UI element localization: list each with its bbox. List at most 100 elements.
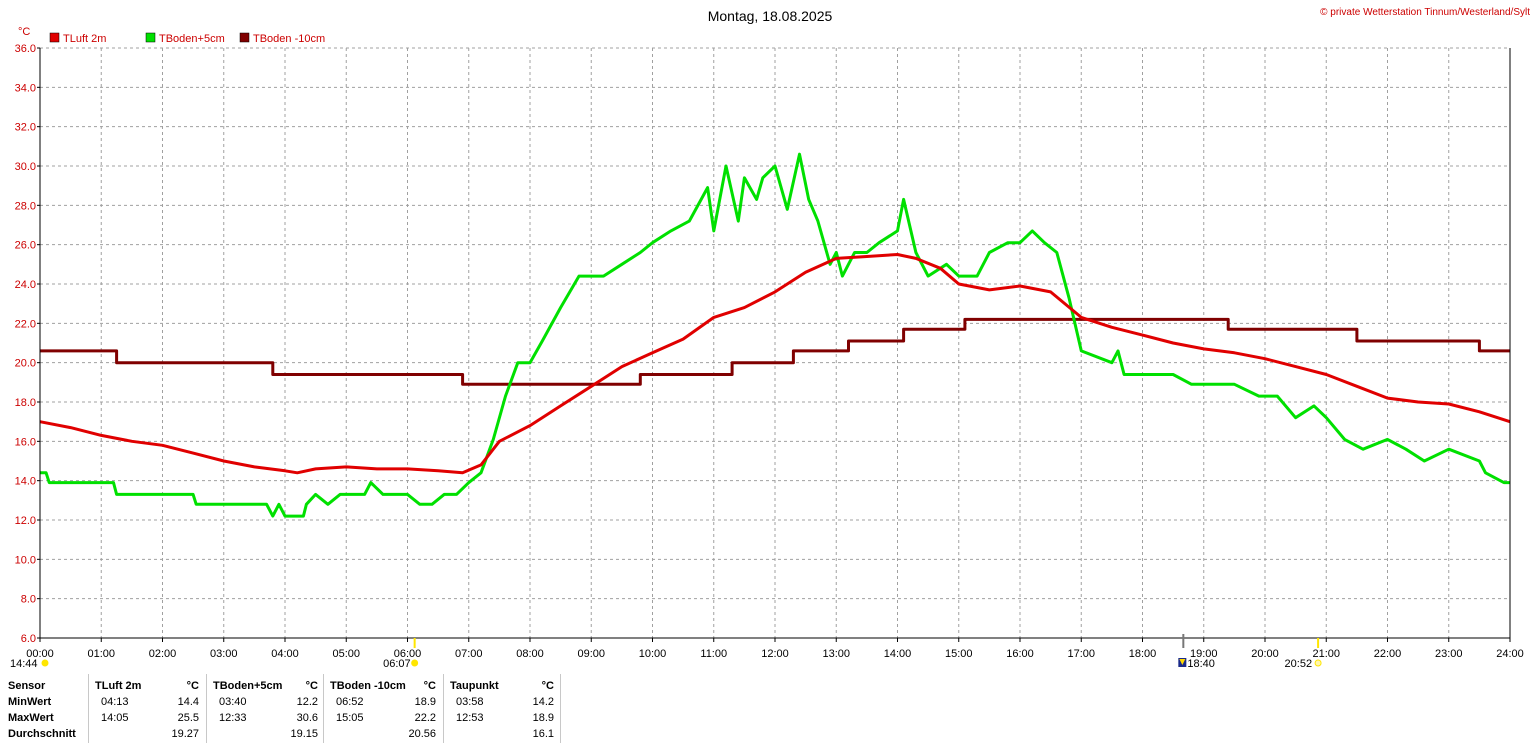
y-tick-label: 16.0: [15, 436, 36, 448]
current-time-label: 18:40: [1187, 658, 1215, 670]
x-tick-label: 16:00: [1006, 648, 1034, 660]
x-tick-label: 18:00: [1129, 648, 1157, 660]
stats-value: 30.6: [296, 712, 318, 724]
sunrise-icon: [411, 659, 419, 667]
y-tick-label: 34.0: [15, 82, 36, 94]
legend: TLuft 2m TBoden+5cm TBoden -10cm: [49, 32, 325, 45]
legend-swatch-tboden5: [145, 32, 156, 43]
y-tick-label: 22.0: [15, 318, 36, 330]
statistics-table: Sensor MinWert MaxWert Durchschnitt TLuf…: [0, 674, 561, 743]
x-tick-label: 24:00: [1496, 648, 1524, 660]
stats-column-tboden5: TBoden+5cm °C 03:40 12.2 12:33 30.6 19.1…: [206, 674, 324, 743]
series-line-tboden-10cm: [40, 317, 1510, 386]
axes: 6.0 8.0 10.0 12.0 14.0 16.0 18.0 20.0 22.0 24.0 26…: [15, 43, 1524, 660]
stats-value: 20.56: [408, 728, 436, 740]
stats-value: 22.2: [414, 712, 436, 724]
stats-header-sensor: Sensor: [8, 680, 46, 692]
x-tick-label: 08:00: [516, 648, 544, 660]
x-tick-label: 21:00: [1312, 648, 1340, 660]
y-tick-label: 36.0: [15, 43, 36, 55]
sunset-icon: [1314, 659, 1322, 667]
y-tick-label: 14.0: [15, 476, 36, 488]
stats-header-unit: °C: [305, 680, 318, 692]
y-tick-label: 10.0: [15, 554, 36, 566]
x-tick-label: 17:00: [1067, 648, 1095, 660]
x-tick-label: 22:00: [1374, 648, 1402, 660]
legend-label-tboden5: TBoden+5cm: [159, 33, 225, 45]
stats-column-sensor: Sensor MinWert MaxWert Durchschnitt: [0, 674, 88, 743]
y-tick-label: 30.0: [15, 161, 36, 173]
stats-value: 18.9: [414, 696, 436, 708]
stats-value: 25.5: [177, 712, 199, 724]
stats-column-tboden10: TBoden -10cm °C 06:52 18.9 15:05 22.2 20…: [323, 674, 444, 743]
x-tick-label: 04:00: [271, 648, 299, 660]
x-tick-label: 05:00: [332, 648, 360, 660]
x-tick-label: 23:00: [1435, 648, 1463, 660]
x-tick-label: 12:00: [761, 648, 789, 660]
y-tick-label: 6.0: [21, 633, 36, 645]
x-tick-label: 00:00: [26, 648, 54, 660]
stats-row-label: Durchschnitt: [8, 728, 76, 740]
stats-header-tboden10: TBoden -10cm: [330, 680, 406, 692]
sunrise-label: 06:07: [383, 658, 411, 670]
legend-label-tboden10: TBoden -10cm: [253, 33, 325, 45]
copyright-text: © private Wetterstation Tinnum/Westerlan…: [1320, 7, 1530, 18]
x-tick-label: 11:00: [700, 648, 727, 660]
stats-time: 03:40: [219, 696, 247, 708]
time-markers: 14:44 06:07 18:40 20:52: [10, 634, 1322, 670]
stats-time: 04:13: [101, 696, 129, 708]
x-tick-label: 19:00: [1190, 648, 1218, 660]
y-tick-label: 12.0: [15, 515, 36, 527]
x-tick-label: 20:00: [1251, 648, 1279, 660]
stats-value: 19.27: [171, 728, 199, 740]
legend-swatch-tboden10: [239, 32, 250, 43]
x-tick-label: 13:00: [822, 648, 850, 660]
legend-swatch-tluft: [49, 32, 60, 43]
stats-row-label: MaxWert: [8, 712, 54, 724]
y-tick-label: 32.0: [15, 122, 36, 134]
stats-row-label: MinWert: [8, 696, 52, 708]
y-tick-label: 24.0: [15, 279, 36, 291]
stats-header-tboden5: TBoden+5cm: [213, 680, 283, 692]
chart-title: Montag, 18.08.2025: [708, 8, 833, 24]
stats-time: 12:33: [219, 712, 247, 724]
y-tick-label: 26.0: [15, 240, 36, 252]
plot-lines: [39, 152, 1511, 518]
x-tick-label: 15:00: [945, 648, 973, 660]
stats-time: 15:05: [336, 712, 364, 724]
grid: [39, 47, 1511, 639]
stats-value: 16.1: [532, 728, 554, 740]
y-tick-label: 18.0: [15, 397, 36, 409]
stats-time: 12:53: [456, 712, 484, 724]
stats-header-unit: °C: [423, 680, 436, 692]
series-line-tluft-2m: [39, 253, 1511, 475]
y-axis-unit: °C: [18, 26, 30, 38]
series-line-tboden-5cm: [40, 152, 1510, 518]
x-tick-label: 09:00: [577, 648, 605, 660]
stats-value: 14.4: [177, 696, 199, 708]
current-time-arrow-icon: [1179, 659, 1186, 665]
stats-column-taupunkt: Taupunkt °C 03:58 14.2 12:53 18.9 16.1: [443, 674, 561, 743]
x-tick-label: 03:00: [210, 648, 238, 660]
stats-header-taupunkt: Taupunkt: [450, 680, 499, 692]
x-tick-label: 14:00: [884, 648, 912, 660]
stats-time: 14:05: [101, 712, 129, 724]
x-tick-label: 10:00: [639, 648, 667, 660]
legend-label-tluft: TLuft 2m: [63, 33, 106, 45]
x-tick-label: 07:00: [455, 648, 483, 660]
stats-value: 18.9: [532, 712, 554, 724]
stats-value: 19.15: [290, 728, 318, 740]
stats-time: 03:58: [456, 696, 484, 708]
stats-header-unit: °C: [186, 680, 199, 692]
marker-label-left: 14:44: [10, 658, 38, 670]
x-tick-label: 02:00: [149, 648, 177, 660]
stats-header-tluft: TLuft 2m: [95, 680, 142, 692]
sunset-label: 20:52: [1285, 658, 1313, 670]
x-tick-label: 06:00: [394, 648, 422, 660]
temperature-chart: Montag, 18.08.2025 © private Wetterstati…: [10, 7, 1530, 670]
y-tick-label: 28.0: [15, 200, 36, 212]
sun-dot-icon: [41, 659, 49, 667]
stats-value: 12.2: [296, 696, 318, 708]
stats-time: 06:52: [336, 696, 364, 708]
stats-value: 14.2: [532, 696, 554, 708]
